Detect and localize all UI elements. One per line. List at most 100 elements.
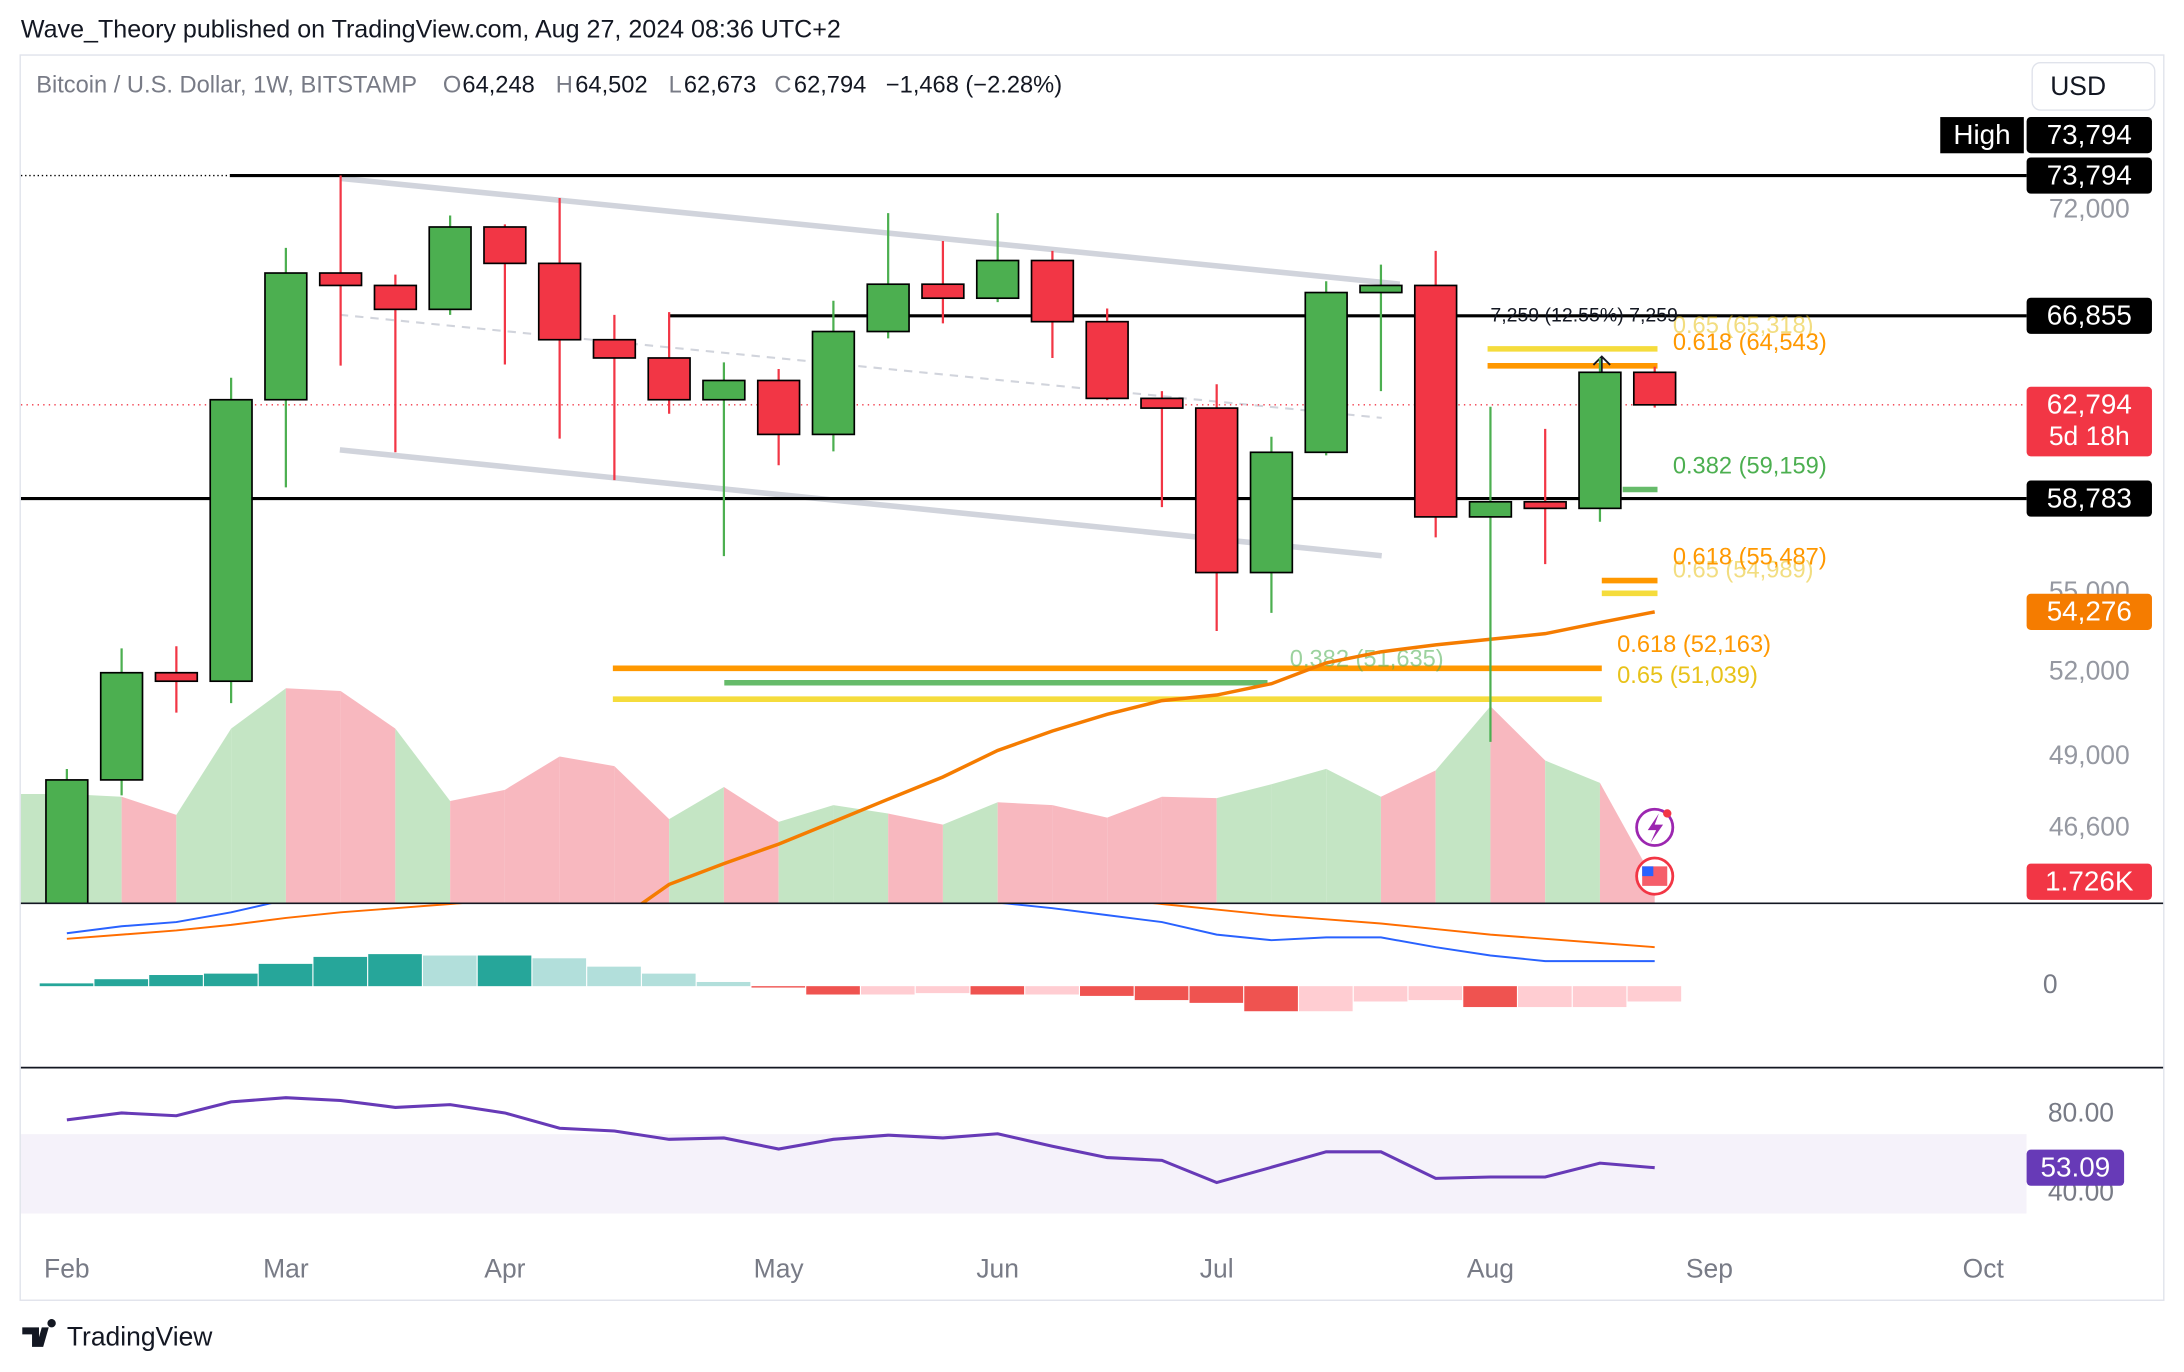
volume-area xyxy=(1216,784,1272,903)
x-tick-label: Oct xyxy=(1963,1253,2005,1283)
macd-histogram xyxy=(641,973,696,987)
candle-body xyxy=(1140,397,1184,409)
macd-histogram xyxy=(94,979,149,987)
volume-area xyxy=(285,688,341,903)
macd-pane xyxy=(39,903,1682,1012)
rsi-line xyxy=(66,1096,1655,1185)
macd-histogram xyxy=(1134,986,1189,1001)
candle-body xyxy=(1413,284,1458,518)
legend-key: C xyxy=(774,73,791,99)
macd-histogram xyxy=(39,983,94,987)
candle-body xyxy=(866,283,910,333)
volume-area xyxy=(395,728,451,903)
candle-body xyxy=(647,357,691,401)
macd-histogram xyxy=(203,973,258,987)
x-tick-label: Jul xyxy=(1200,1253,1234,1283)
moving-average xyxy=(640,610,1656,903)
legend-value: 62,673 xyxy=(684,73,756,99)
x-tick-label: Sep xyxy=(1686,1253,1733,1283)
candle-body xyxy=(99,671,144,781)
candle-body xyxy=(1085,320,1129,400)
candle-body xyxy=(483,226,527,265)
macd-histogram xyxy=(1518,986,1572,1008)
volume-area xyxy=(176,728,232,903)
price-label: 66,855 xyxy=(2047,300,2132,331)
macd-histogram xyxy=(368,954,422,987)
fib-label: 0.65 (51,039) xyxy=(1617,663,1758,689)
fib-label: 0.618 (52,163) xyxy=(1617,632,1771,658)
currency-label: USD xyxy=(2050,71,2106,101)
macd-histogram xyxy=(915,986,970,994)
currency-button[interactable] xyxy=(2031,61,2156,111)
legend-value: 64,502 xyxy=(575,73,647,99)
candle-body xyxy=(318,272,363,287)
x-tick-label: May xyxy=(754,1253,805,1283)
price-label-box xyxy=(2026,386,2152,457)
macd-histogram xyxy=(1025,986,1079,995)
price-label: 62,794 xyxy=(2047,389,2132,420)
candle-body xyxy=(264,272,308,401)
candle-body xyxy=(154,671,199,683)
channel-upper xyxy=(339,175,1401,287)
fib-label: 0.65 (65,318) xyxy=(1673,313,1814,339)
volume-area xyxy=(723,787,779,903)
legend-key: O xyxy=(443,73,461,99)
macd-histogram xyxy=(696,981,751,987)
price-label-box xyxy=(2026,593,2152,630)
macd-histogram xyxy=(587,966,641,987)
candle-body xyxy=(209,398,253,683)
price-label-box xyxy=(2026,117,2152,154)
macd-tick-label: 0 xyxy=(2043,969,2058,999)
candle-body xyxy=(756,379,801,436)
icon-bolt xyxy=(1647,813,1664,843)
candle-body xyxy=(1523,500,1567,510)
volume-area xyxy=(559,756,615,903)
macd-histogram xyxy=(1572,986,1627,1008)
x-tick-label: Feb xyxy=(44,1253,90,1283)
y-tick-label: 49,000 xyxy=(2049,740,2130,770)
volume-area xyxy=(1545,760,1600,903)
legend: Bitcoin / U.S. Dollar, 1W, BITSTAMP O 64… xyxy=(36,73,1062,99)
volume-area xyxy=(1326,768,1381,903)
candle-body xyxy=(811,330,856,436)
price-label: 58,783 xyxy=(2047,482,2132,513)
price-label-box xyxy=(2026,157,2152,194)
channel-mid xyxy=(339,313,1382,419)
footer: TradingView xyxy=(22,1319,213,1352)
fib-label: 0.618 (64,543) xyxy=(1673,330,1827,356)
high-label-title: High xyxy=(1953,119,2010,150)
volume-area xyxy=(121,796,177,903)
rsi-label: 53.09 xyxy=(2041,1151,2111,1182)
high-label-box xyxy=(1940,117,2024,154)
candle-body xyxy=(702,379,746,401)
macd-histogram xyxy=(477,955,532,987)
candle-body xyxy=(592,338,637,359)
candle-body xyxy=(428,226,472,311)
measure-label: 7,259 (12.55%) 7,259 xyxy=(1490,304,1678,326)
rsi-tick-label: 80.00 xyxy=(2048,1097,2114,1127)
macd-histogram xyxy=(1627,986,1682,1002)
candle-body xyxy=(1468,500,1513,518)
y-tick-label: 52,000 xyxy=(2049,656,2130,686)
footer-brand: TradingView xyxy=(67,1322,213,1352)
candle-body xyxy=(1359,284,1403,294)
candle-body xyxy=(975,259,1020,300)
legend-change: −1,468 (−2.28%) xyxy=(886,73,1062,99)
candle-body xyxy=(1578,371,1622,510)
macd-histogram xyxy=(1463,986,1517,1008)
price-label: 73,794 xyxy=(2047,119,2132,150)
price-label-box xyxy=(2026,480,2152,517)
macd-histogram xyxy=(970,986,1025,995)
price-label: 73,794 xyxy=(2047,159,2132,190)
volume-area xyxy=(231,688,286,903)
candle-body xyxy=(1249,451,1294,574)
icon-flag xyxy=(1642,866,1654,877)
candle-body xyxy=(45,779,89,903)
indicator-icons xyxy=(1635,807,1675,896)
volume-area xyxy=(1107,796,1162,903)
fib-label: 0.618 (55,487) xyxy=(1673,545,1827,571)
candle-body xyxy=(1632,371,1677,406)
volume-area xyxy=(450,789,505,903)
chart-frame xyxy=(19,54,2165,1301)
